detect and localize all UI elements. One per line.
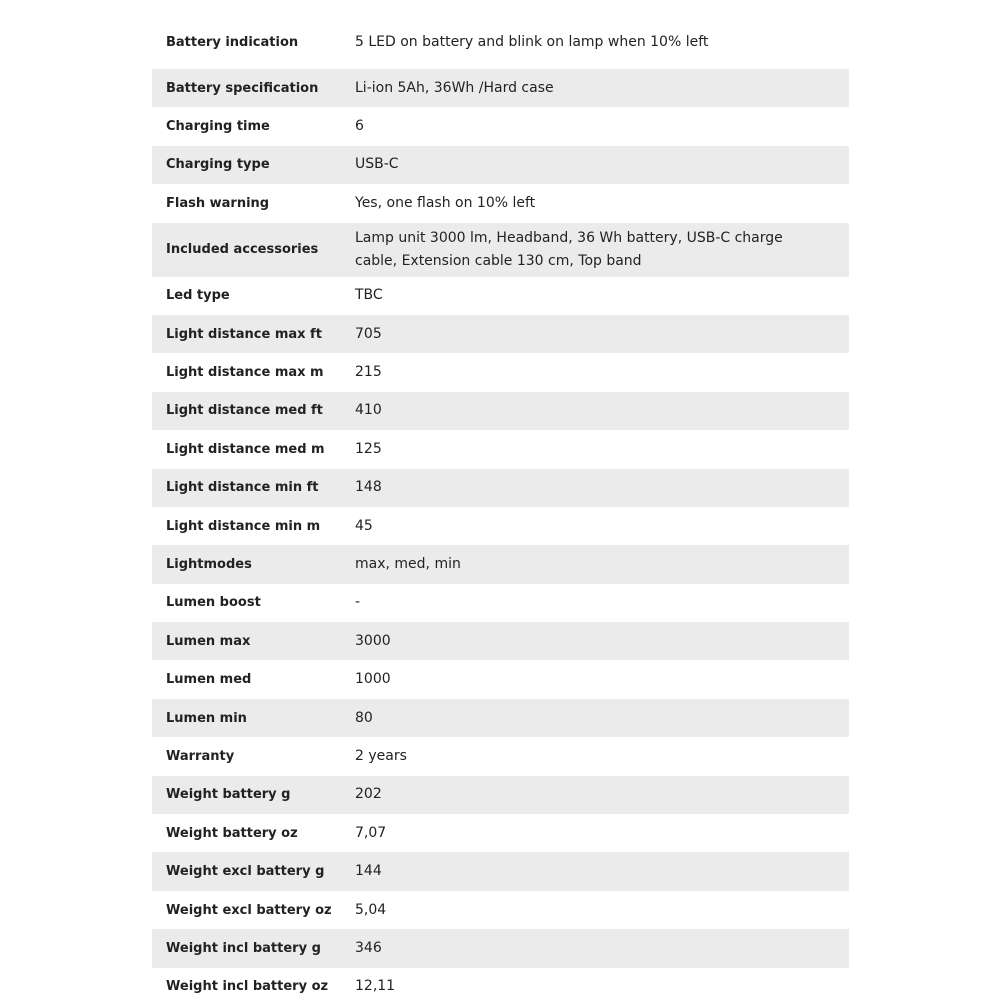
spec-label: Included accessories bbox=[166, 242, 319, 258]
spec-value: 45 bbox=[355, 517, 373, 534]
spec-row: Light distance med m 125 bbox=[152, 430, 849, 468]
spec-row: Weight incl battery oz 12,11 bbox=[152, 968, 849, 1006]
spec-value: Li-ion 5Ah, 36Wh /Hard case bbox=[355, 79, 554, 96]
spec-label: Light distance min m bbox=[166, 518, 321, 534]
spec-label: Light distance med ft bbox=[166, 403, 323, 419]
spec-value: TBC bbox=[355, 287, 383, 304]
spec-row: Light distance max m 215 bbox=[152, 353, 849, 391]
spec-row: Light distance med ft 410 bbox=[152, 391, 849, 431]
spec-row: Weight excl battery oz 5,04 bbox=[152, 891, 849, 929]
spec-value: 2 years bbox=[355, 747, 407, 764]
spec-label: Weight incl battery oz bbox=[166, 979, 329, 995]
spec-label: Weight battery g bbox=[166, 787, 291, 803]
spec-value: 144 bbox=[355, 863, 382, 880]
spec-label: Light distance med m bbox=[166, 441, 325, 457]
spec-value: 125 bbox=[355, 440, 382, 457]
spec-value: 202 bbox=[355, 786, 382, 803]
spec-row: Lumen min 80 bbox=[152, 698, 849, 738]
spec-label: Lumen min bbox=[166, 710, 247, 726]
spec-row: Warranty 2 years bbox=[152, 737, 849, 775]
spec-row: Battery indication 5 LED on battery and b… bbox=[152, 23, 849, 69]
spec-label: Charging time bbox=[166, 119, 270, 135]
spec-label: Weight incl battery g bbox=[166, 940, 321, 956]
spec-row: Light distance min m 45 bbox=[152, 507, 849, 545]
spec-label: Weight battery oz bbox=[166, 825, 298, 841]
spec-row: Charging type USB-C bbox=[152, 145, 849, 185]
spec-value: Yes, one flash on 10% left bbox=[355, 194, 536, 211]
spec-label: Battery indication bbox=[166, 34, 299, 50]
spec-label: Lumen med bbox=[166, 672, 252, 688]
spec-value: 1000 bbox=[355, 671, 391, 688]
spec-label: Light distance max m bbox=[166, 365, 324, 381]
spec-row: Weight battery g 202 bbox=[152, 775, 849, 815]
spec-value: 12,11 bbox=[355, 978, 396, 995]
spec-label: Led type bbox=[166, 288, 230, 304]
spec-row: Weight battery oz 7,07 bbox=[152, 814, 849, 852]
spec-row: Lumen boost - bbox=[152, 584, 849, 622]
spec-label: Warranty bbox=[166, 748, 235, 764]
spec-value: 410 bbox=[355, 402, 382, 419]
spec-label: Lightmodes bbox=[166, 556, 252, 572]
spec-row: Battery specification Li-ion 5Ah, 36Wh /H… bbox=[152, 69, 849, 108]
spec-value: Lamp unit 3000 lm, Headband, 36 Wh batte… bbox=[355, 229, 783, 269]
spec-value: 5,04 bbox=[355, 901, 387, 918]
spec-row: Led type TBC bbox=[152, 277, 849, 315]
spec-value: USB-C bbox=[355, 156, 399, 173]
spec-row: Lumen med 1000 bbox=[152, 660, 849, 698]
spec-label: Lumen max bbox=[166, 633, 251, 649]
spec-label: Light distance min ft bbox=[166, 480, 319, 496]
spec-label: Battery specification bbox=[166, 80, 319, 96]
spec-value: 215 bbox=[355, 364, 382, 381]
spec-value: 6 bbox=[355, 118, 364, 135]
spec-row: Light distance max ft 705 bbox=[152, 314, 849, 354]
spec-value: 7,07 bbox=[355, 824, 387, 841]
spec-value: 346 bbox=[355, 939, 382, 956]
spec-value: max, med, min bbox=[355, 555, 461, 572]
spec-table: Battery indication 5 LED on battery and b… bbox=[152, 23, 849, 1006]
spec-row: Weight incl battery g 346 bbox=[152, 929, 849, 968]
spec-value: 80 bbox=[355, 709, 373, 726]
spec-value: 705 bbox=[355, 325, 382, 342]
spec-value: 5 LED on battery and blink on lamp when … bbox=[355, 33, 709, 50]
spec-label: Weight excl battery oz bbox=[166, 902, 332, 918]
spec-label: Charging type bbox=[166, 157, 270, 173]
spec-row: Included accessories Lamp unit 3000 lm, H… bbox=[152, 222, 849, 277]
spec-row: Flash warning Yes, one flash on 10% left bbox=[152, 184, 849, 222]
spec-label: Weight excl battery g bbox=[166, 864, 325, 880]
spec-value: - bbox=[355, 594, 361, 611]
spec-row: Lightmodes max, med, min bbox=[152, 545, 849, 584]
spec-row: Charging time 6 bbox=[152, 107, 849, 145]
spec-label: Flash warning bbox=[166, 195, 270, 211]
spec-row: Weight excl battery g 144 bbox=[152, 852, 849, 891]
spec-row: Lumen max 3000 bbox=[152, 622, 849, 661]
spec-value: 148 bbox=[355, 479, 382, 496]
spec-label: Lumen boost bbox=[166, 595, 261, 611]
spec-label: Light distance max ft bbox=[166, 326, 322, 342]
spec-row: Light distance min ft 148 bbox=[152, 468, 849, 507]
spec-value: 3000 bbox=[355, 632, 391, 649]
